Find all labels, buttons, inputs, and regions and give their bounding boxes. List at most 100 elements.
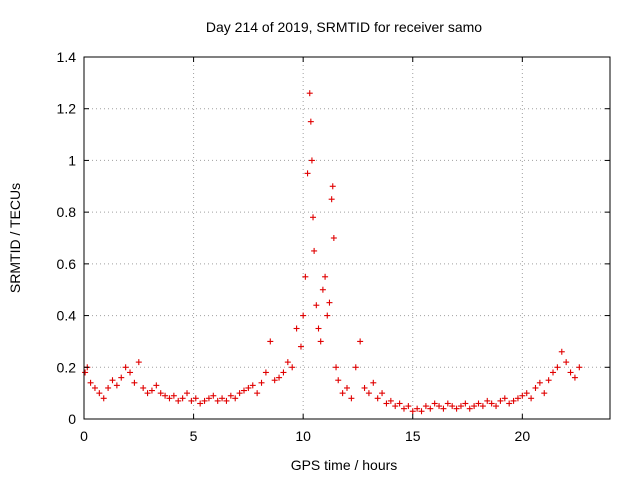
data-point [240, 387, 247, 394]
data-point [201, 397, 208, 404]
data-point [523, 390, 530, 397]
data-point [100, 395, 107, 402]
data-point [319, 286, 326, 293]
data-point [444, 400, 451, 407]
data-point [431, 400, 438, 407]
data-point [462, 400, 469, 407]
data-point [333, 364, 340, 371]
data-point [352, 364, 359, 371]
data-point [436, 403, 443, 410]
data-point [339, 390, 346, 397]
data-point [175, 397, 182, 404]
data-point [532, 384, 539, 391]
data-point [87, 379, 94, 386]
x-tick-label: 0 [80, 428, 88, 444]
axis-ticks: 0 0.2 0.4 0.6 0.8 1 1.2 1.4 0 5 10 15 20 [57, 49, 610, 444]
data-point [457, 403, 464, 410]
data-point [383, 400, 390, 407]
data-point [276, 374, 283, 381]
data-point [289, 364, 296, 371]
data-point [324, 312, 331, 319]
data-point [157, 390, 164, 397]
data-point [365, 390, 372, 397]
x-tick-label: 5 [190, 428, 198, 444]
data-point [271, 377, 278, 384]
data-point [144, 390, 151, 397]
chart-title: Day 214 of 2019, SRMTID for receiver sam… [206, 19, 482, 35]
data-point [153, 382, 160, 389]
data-point [422, 403, 429, 410]
data-point [479, 403, 486, 410]
data-point [192, 395, 199, 402]
data-point [427, 405, 434, 412]
data-point [127, 369, 134, 376]
data-point [227, 392, 234, 399]
data-point [328, 196, 335, 203]
data-point [96, 390, 103, 397]
data-point [329, 183, 336, 190]
data-point [497, 397, 504, 404]
data-point [493, 403, 500, 410]
data-point [293, 325, 300, 332]
data-point [484, 397, 491, 404]
data-point [545, 377, 552, 384]
data-point [466, 405, 473, 412]
data-point [519, 392, 526, 399]
y-axis-label: SRMTID / TECUs [7, 183, 23, 293]
data-point [135, 359, 142, 366]
data-point [109, 377, 116, 384]
data-point [254, 390, 261, 397]
data-point [475, 400, 482, 407]
y-tick-label: 1.2 [57, 101, 77, 117]
data-point [453, 405, 460, 412]
y-tick-label: 0.8 [57, 204, 77, 220]
data-point [370, 379, 377, 386]
y-tick-label: 0.6 [57, 256, 77, 272]
y-tick-label: 1 [68, 152, 76, 168]
data-point [306, 90, 313, 97]
data-point [488, 400, 495, 407]
data-point [501, 395, 508, 402]
data-point [405, 403, 412, 410]
data-point [179, 395, 186, 402]
data-point [223, 397, 230, 404]
data-point [313, 302, 320, 309]
data-point [140, 384, 147, 391]
data-point [567, 369, 574, 376]
data-point [184, 390, 191, 397]
data-point [105, 384, 112, 391]
data-point [236, 390, 243, 397]
data-point [162, 392, 169, 399]
data-point [550, 369, 557, 376]
data-point [506, 400, 513, 407]
y-tick-label: 0.2 [57, 359, 77, 375]
grid-layer [84, 57, 610, 419]
data-point [131, 379, 138, 386]
x-tick-label: 15 [405, 428, 421, 444]
data-point [302, 273, 309, 280]
data-point [322, 273, 329, 280]
x-tick-label: 10 [295, 428, 311, 444]
y-tick-label: 1.4 [57, 49, 77, 65]
data-points [82, 90, 583, 415]
data-point [510, 397, 517, 404]
data-point [357, 338, 364, 345]
data-point [571, 374, 578, 381]
x-axis-label: GPS time / hours [291, 457, 398, 473]
data-point [414, 405, 421, 412]
data-point [118, 374, 125, 381]
data-point [554, 364, 561, 371]
data-point [300, 312, 307, 319]
data-point [262, 369, 269, 376]
data-point [297, 343, 304, 350]
data-point [392, 403, 399, 410]
data-point [471, 403, 478, 410]
data-point [166, 395, 173, 402]
data-point [400, 405, 407, 412]
data-point [387, 397, 394, 404]
data-point [330, 235, 337, 241]
data-point [91, 384, 98, 391]
data-point [267, 338, 274, 345]
data-point [361, 384, 368, 391]
